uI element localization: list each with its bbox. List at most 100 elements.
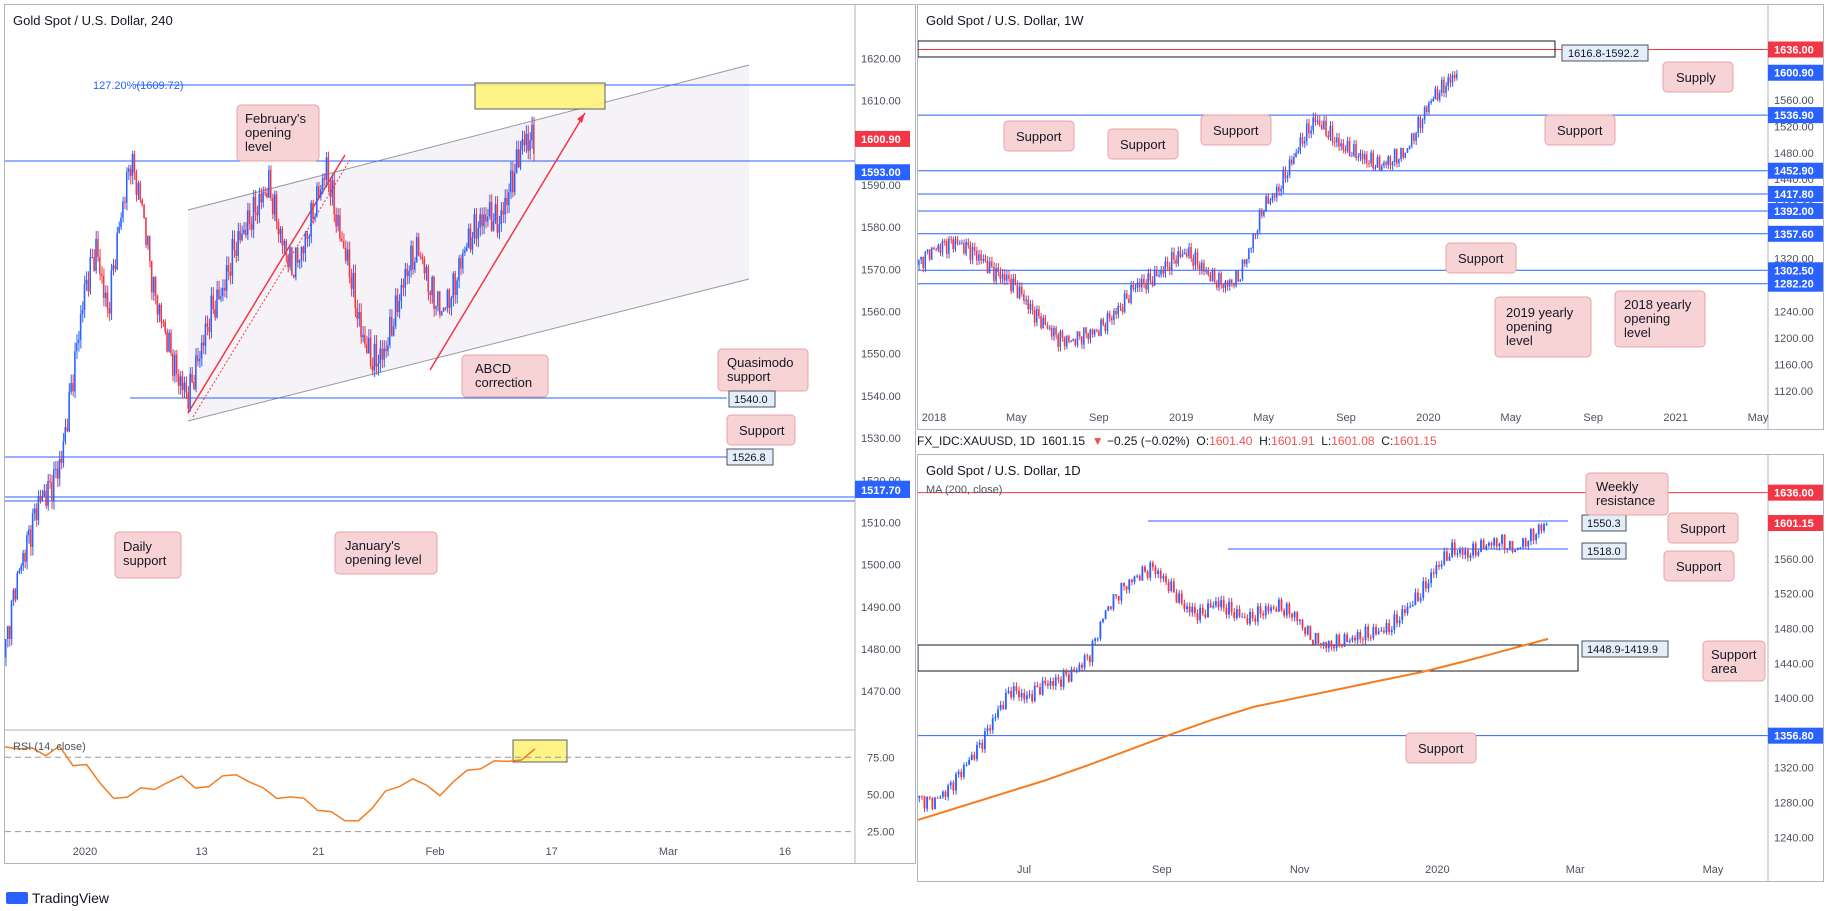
candle — [1190, 243, 1192, 262]
candle — [456, 277, 458, 304]
candle — [317, 181, 320, 199]
candle — [365, 335, 368, 355]
candle — [172, 349, 174, 382]
candle — [237, 222, 239, 262]
chart-4h-panel[interactable]: 127.20%(1609.72) 25.00 50.00 75.00 RSI (14… — [4, 4, 916, 864]
candle — [1228, 278, 1231, 291]
candle — [1074, 338, 1076, 347]
price-tick: 1520.00 — [1774, 589, 1814, 601]
candle — [1436, 85, 1439, 102]
candle — [1364, 623, 1367, 645]
candle — [210, 287, 212, 339]
supply-zone[interactable] — [918, 40, 1556, 58]
candle — [485, 207, 487, 229]
price-axis[interactable]: 1470.001480.001490.001500.001510.001520.… — [855, 53, 910, 698]
candle — [348, 241, 351, 284]
price-tag: 1452.90 — [1768, 162, 1823, 179]
symbol-label: FX_IDC:XAUUSD, 1D — [917, 434, 1036, 448]
time-tick: 21 — [312, 846, 324, 858]
time-tick: 2020 — [1416, 412, 1440, 424]
svg-text:Support: Support — [1711, 647, 1757, 662]
candle — [477, 221, 479, 248]
candle — [131, 150, 134, 185]
rsi-tick: 75.00 — [867, 752, 895, 764]
candle — [1020, 282, 1023, 297]
time-tick: May — [1006, 412, 1027, 424]
price-tag: 1417.80 — [1768, 185, 1823, 202]
candle — [22, 549, 24, 572]
candle — [306, 230, 308, 248]
candle — [152, 276, 155, 301]
candle — [300, 246, 303, 268]
svg-text:Support: Support — [1680, 521, 1726, 536]
candle — [1170, 578, 1173, 593]
svg-text:ABCD: ABCD — [475, 361, 511, 376]
candle — [12, 588, 15, 606]
candle — [279, 226, 282, 244]
candle — [498, 215, 500, 240]
chart-daily-panel[interactable]: 1240.001280.001320.001360.001400.001440.… — [917, 454, 1824, 882]
candle — [1167, 579, 1170, 594]
time-tick: 2018 — [922, 412, 946, 424]
candle — [1477, 549, 1480, 557]
chart-weekly-panel[interactable]: 1120.001160.001200.001240.001280.001320.… — [917, 4, 1824, 430]
candle — [177, 369, 180, 395]
candle — [935, 247, 937, 252]
candle — [323, 173, 326, 187]
svg-text:1536.90: 1536.90 — [1774, 110, 1814, 122]
candle — [1224, 279, 1226, 293]
candle — [1318, 115, 1321, 128]
price-axis[interactable]: 1120.001160.001200.001240.001280.001320.… — [1768, 41, 1823, 399]
svg-text:opening: opening — [245, 125, 291, 140]
level-box-1540: 1540.0 — [728, 390, 776, 408]
candle — [450, 296, 452, 316]
chart-weekly-svg[interactable]: 1120.001160.001200.001240.001280.001320.… — [918, 5, 1823, 429]
candle — [1296, 611, 1299, 626]
candle — [1348, 638, 1351, 644]
candle — [14, 587, 17, 603]
candle — [1245, 258, 1248, 268]
candle — [1438, 561, 1440, 570]
candle — [1170, 247, 1173, 275]
candle — [271, 193, 274, 220]
candle — [1453, 71, 1456, 82]
svg-text:level: level — [1506, 333, 1533, 348]
candle — [321, 173, 324, 195]
price-axis[interactable]: 1240.001280.001320.001360.001400.001440.… — [1768, 484, 1823, 845]
time-axis[interactable]: 2018 May Sep 2019 May Sep 2020 May Sep 2021 May — [922, 412, 1769, 424]
candle — [1138, 278, 1141, 292]
candle — [164, 319, 166, 335]
svg-text:Support: Support — [1213, 123, 1259, 138]
price-tag: 1536.90 — [1768, 107, 1823, 124]
candle — [952, 780, 955, 795]
candle — [1102, 317, 1104, 327]
candle — [1270, 604, 1272, 614]
chart-4h-svg[interactable]: 127.20%(1609.72) 25.00 50.00 75.00 RSI (14… — [5, 5, 915, 863]
candle — [289, 246, 291, 271]
resistance-zone[interactable] — [474, 82, 606, 110]
candle — [1046, 679, 1049, 689]
chart-daily-svg[interactable]: 1240.001280.001320.001360.001400.001440.… — [918, 455, 1823, 881]
candle — [1516, 547, 1519, 551]
candle — [1230, 597, 1233, 616]
price-tick: 1200.00 — [1774, 333, 1814, 345]
candle — [1393, 148, 1396, 167]
candle — [1474, 541, 1477, 558]
tradingview-logo[interactable]: TradingView — [6, 890, 109, 906]
svg-text:1550.3: 1550.3 — [1587, 518, 1621, 530]
candle — [91, 248, 93, 259]
time-axis[interactable]: 2020 13 21 Feb 17 Mar 16 — [73, 846, 791, 858]
candle — [1147, 268, 1149, 294]
time-axis[interactable]: Jul Sep Nov 2020 Mar May — [1017, 864, 1724, 876]
time-tick: 2021 — [1663, 412, 1687, 424]
support-area-zone[interactable] — [918, 644, 1579, 672]
svg-text:Weekly: Weekly — [1596, 479, 1639, 494]
candle — [1354, 635, 1356, 644]
candle — [1012, 273, 1014, 293]
candle — [1501, 533, 1503, 548]
candle — [33, 503, 36, 521]
candle — [72, 374, 74, 397]
candle — [1438, 89, 1441, 103]
price-tag: 1517.70 — [855, 481, 910, 498]
candle — [373, 335, 376, 377]
